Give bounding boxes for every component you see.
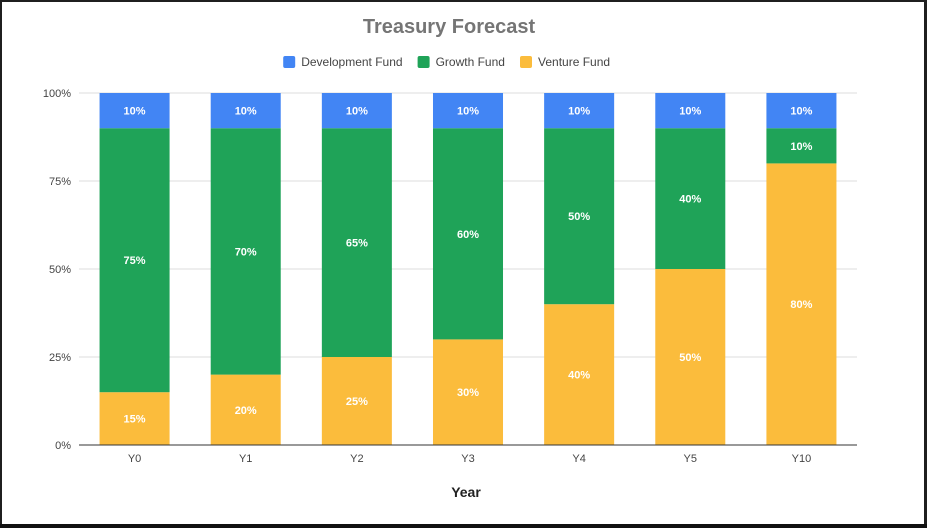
y-axis-ticks: 0% 25% 50% 75% 100% (43, 88, 71, 452)
x-tick-label: Y2 (350, 453, 363, 465)
data-label: 10% (346, 106, 368, 118)
screen-bottom-strip (0, 524, 927, 528)
data-label: 50% (568, 211, 590, 223)
legend-label: Venture Fund (538, 55, 610, 69)
y-tick-label: 25% (49, 352, 71, 364)
data-label: 10% (568, 106, 590, 118)
data-label: 60% (457, 229, 479, 241)
x-axis-title: Year (451, 484, 481, 500)
bar-segment-growth-fund (544, 128, 615, 305)
bar-segment-growth-fund (432, 128, 504, 340)
data-label: 20% (235, 405, 257, 417)
bar-segment-development-fund (766, 93, 837, 129)
bar-segment-venture-fund (99, 392, 170, 445)
bars: 15% 75% 10% 20% 70% 10% 25% 65% 10% 30% 60% 10% 40% 5… (99, 93, 837, 445)
bar-segment-venture-fund (655, 269, 726, 445)
bar-segment-venture-fund (210, 374, 281, 445)
bar-segment-venture-fund (432, 339, 504, 445)
data-label: 30% (457, 387, 479, 399)
data-label: 10% (124, 106, 146, 118)
bar-segment-development-fund (544, 93, 615, 129)
y-tick-label: 50% (49, 264, 71, 276)
y-tick-label: 0% (55, 440, 71, 452)
bar-segment-venture-fund (544, 304, 615, 445)
data-label: 70% (235, 246, 257, 258)
x-tick-label: Y4 (572, 453, 585, 465)
data-label: 40% (568, 370, 590, 382)
y-tick-label: 75% (49, 176, 71, 188)
bar-segment-growth-fund (321, 128, 392, 357)
bar-segment-development-fund (210, 93, 281, 129)
chart-title: Treasury Forecast (363, 16, 536, 38)
bar-segment-venture-fund (766, 163, 837, 445)
bar-segment-growth-fund (766, 128, 837, 164)
data-label: 50% (679, 352, 701, 364)
x-tick-label: Y1 (239, 453, 252, 465)
data-label: 10% (457, 106, 479, 118)
y-tick-label: 100% (43, 88, 71, 100)
data-label: 10% (679, 106, 701, 118)
data-label: 15% (124, 414, 146, 426)
data-label: 10% (790, 141, 812, 153)
legend-label: Development Fund (301, 55, 402, 69)
bar-segment-growth-fund (655, 128, 726, 269)
x-axis-ticks: Y0 Y1 Y2 Y3 Y4 Y5 Y10 (128, 453, 811, 465)
data-label: 10% (235, 106, 257, 118)
data-label: 75% (124, 255, 146, 267)
bar-segment-development-fund (99, 93, 170, 129)
legend: Development Fund Growth Fund Venture Fund (283, 55, 610, 69)
legend-swatch (417, 56, 430, 68)
bar-segment-development-fund (321, 93, 392, 129)
data-label: 65% (346, 238, 368, 250)
legend-swatch (283, 56, 296, 68)
bar-segment-growth-fund (99, 128, 170, 393)
bar-segment-development-fund (655, 93, 726, 129)
data-label: 40% (679, 194, 701, 206)
legend-swatch (520, 56, 532, 68)
x-tick-label: Y3 (461, 453, 474, 465)
data-label: 25% (346, 396, 368, 408)
bar-segment-growth-fund (210, 128, 281, 375)
bar-segment-development-fund (432, 93, 504, 129)
data-label: 80% (790, 299, 812, 311)
x-tick-label: Y5 (684, 453, 697, 465)
data-label: 10% (790, 106, 812, 118)
legend-label: Growth Fund (436, 55, 505, 69)
x-tick-label: Y0 (128, 453, 141, 465)
bar-segment-venture-fund (321, 357, 392, 445)
x-tick-label: Y10 (792, 453, 812, 465)
